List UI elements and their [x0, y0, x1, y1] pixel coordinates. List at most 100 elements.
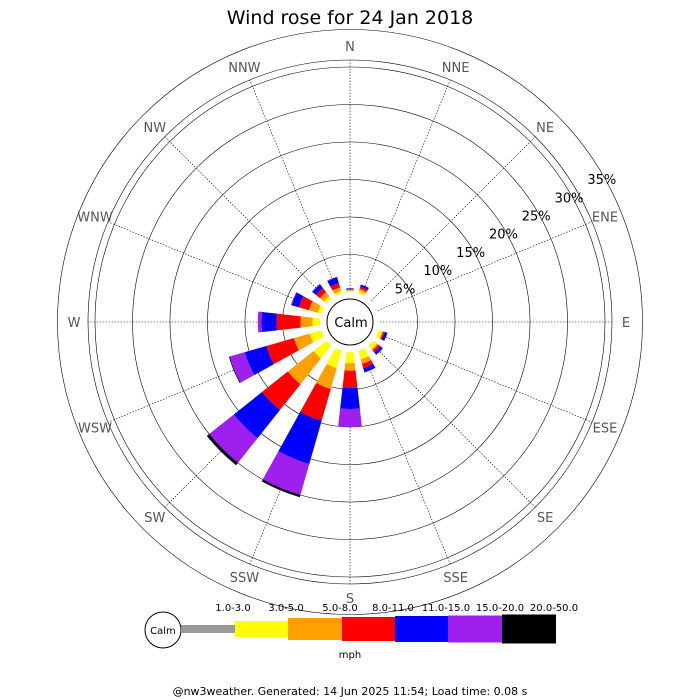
- wedge-sse-bin-1: [358, 348, 369, 360]
- dir-label-ne: NE: [536, 121, 554, 136]
- direction-spokes: [88, 60, 612, 584]
- spoke-wsw: [107, 333, 323, 423]
- dir-label-s: S: [346, 592, 354, 607]
- legend-label-5: 11.0-15.0: [422, 603, 470, 614]
- spoke-nne: [361, 79, 451, 295]
- legend-swatch-5: [395, 616, 448, 642]
- dir-label-sse: SSE: [443, 571, 468, 586]
- wedge-s-bin-3: [342, 370, 358, 388]
- wedge-wsw-bin-3: [266, 338, 299, 365]
- wedge-sw-bin-1: [313, 340, 332, 359]
- dir-label-w: W: [68, 316, 81, 331]
- wedge-ssw-bin-1: [326, 348, 342, 369]
- dir-label-nne: NNE: [442, 61, 470, 76]
- legend-swatch-4: [342, 617, 395, 641]
- wedge-nw-bin-4: [312, 284, 323, 295]
- wedge-wnw-bin-4: [291, 292, 304, 308]
- dir-label-ssw: SSW: [230, 571, 260, 586]
- wedge-s-bin-2: [344, 362, 356, 371]
- wedge-ssw-bin-4: [278, 411, 322, 465]
- legend-label-3: 5.0-8.0: [322, 603, 357, 614]
- dir-label-ene: ENE: [592, 210, 618, 225]
- ring-7: [57, 29, 643, 615]
- dir-label-nw: NW: [144, 121, 167, 136]
- wedge-s-bin-4: [340, 387, 360, 409]
- wedge-nw-bin-2: [320, 292, 330, 302]
- spoke-nw: [164, 136, 329, 301]
- wedge-w-bin-4: [261, 311, 277, 333]
- wedge-nne-bin-1: [358, 290, 366, 296]
- legend-swatch-1: [181, 625, 235, 633]
- wedge-ssw-bin-6: [261, 479, 301, 498]
- wedge-nnw-bin-4: [327, 277, 339, 287]
- wedge-se-bin-3: [372, 344, 381, 353]
- legend-label-2: 3.0-5.0: [268, 603, 303, 614]
- wedge-ssw-bin-5: [262, 451, 310, 496]
- wedge-n-bin-4: [346, 288, 354, 290]
- legend-label-1: 1.0-3.0: [215, 603, 250, 614]
- wedge-wsw-bin-5: [229, 352, 255, 383]
- wedge-nw-bin-1: [324, 296, 332, 304]
- wedge-nw-bin-5: [311, 283, 321, 293]
- pct-label-1: 5%: [395, 282, 416, 297]
- spoke-ssw: [249, 349, 339, 565]
- dir-label-e: E: [622, 316, 630, 331]
- legend-swatch-2: [235, 621, 288, 637]
- wedge-n-bin-1: [346, 290, 354, 293]
- wedge-wsw-bin-2: [293, 333, 314, 351]
- dir-label-sw: SW: [144, 511, 165, 526]
- wedge-nne-bin-2: [358, 288, 367, 294]
- wedge-nnw-bin-5: [327, 276, 338, 282]
- chart-title: Wind rose for 24 Jan 2018: [227, 7, 474, 29]
- legend-swatch-3: [288, 618, 342, 640]
- wedge-wnw-bin-2: [308, 301, 321, 313]
- wedge-ese-bin-1: [376, 330, 383, 339]
- pct-label-4: 20%: [489, 228, 518, 243]
- wedge-wsw-bin-4: [244, 345, 274, 376]
- wedge-sse-bin-2: [360, 356, 372, 364]
- spoke-sse: [361, 349, 451, 565]
- wedge-w-bin-1: [312, 317, 321, 327]
- wedge-ssw-bin-3: [300, 383, 331, 421]
- wedge-nnw-bin-3: [330, 283, 341, 291]
- wedge-nnw-bin-1: [334, 290, 342, 296]
- spoke-ese: [377, 333, 593, 423]
- wedge-sse-bin-3: [361, 360, 374, 369]
- wedge-ese-bin-4: [381, 331, 388, 341]
- dir-label-se: SE: [537, 511, 553, 526]
- wedge-wsw-bin-1: [309, 330, 324, 343]
- legend-label-4: 8.0-11.0: [372, 603, 414, 614]
- wedge-se-bin-4: [374, 346, 383, 355]
- pct-label-5: 25%: [522, 210, 551, 225]
- spoke-sw: [164, 343, 329, 508]
- wedge-wsw-bin-6: [228, 356, 241, 384]
- pct-label-6: 30%: [555, 191, 584, 206]
- spoke-ene: [377, 221, 593, 311]
- speed-legend: Calm 1.0-3.0 3.0-5.0 5.0-8.0 8.0-11.0 11.0-1…: [144, 603, 578, 661]
- dir-label-ese: ESE: [593, 422, 618, 437]
- wedge-nnw-bin-2: [332, 287, 342, 294]
- legend-calm-label: Calm: [150, 626, 176, 637]
- wedge-n-bin-3: [346, 289, 354, 290]
- wedge-sw-bin-3: [261, 371, 301, 411]
- dir-label-wnw: WNW: [77, 210, 113, 225]
- wedge-wnw-bin-5: [290, 292, 297, 306]
- calm-circle: Calm: [326, 298, 374, 346]
- wedge-wnw-bin-3: [298, 296, 313, 311]
- legend-label-6: 15.0-20.0: [476, 603, 524, 614]
- wedge-wnw-bin-1: [317, 305, 324, 314]
- legend-swatch-6: [448, 615, 502, 643]
- footer-text: @nw3weather. Generated: 14 Jun 2025 11:5…: [173, 685, 528, 698]
- dir-label-nnw: NNW: [228, 61, 260, 76]
- wedge-w-bin-2: [300, 316, 313, 328]
- pct-label-3: 15%: [456, 246, 485, 261]
- pct-label-7: 35%: [587, 173, 616, 188]
- percentage-labels: 5% 10% 15% 20% 25% 30%35%: [395, 173, 617, 297]
- pct-label-2: 10%: [423, 264, 452, 279]
- wedge-nw-bin-3: [315, 287, 327, 299]
- wedge-w-bin-5: [257, 311, 263, 333]
- wedge-s-bin-5: [338, 408, 362, 428]
- legend-unit: mph: [339, 650, 361, 661]
- wedge-s-bin-1: [345, 351, 355, 364]
